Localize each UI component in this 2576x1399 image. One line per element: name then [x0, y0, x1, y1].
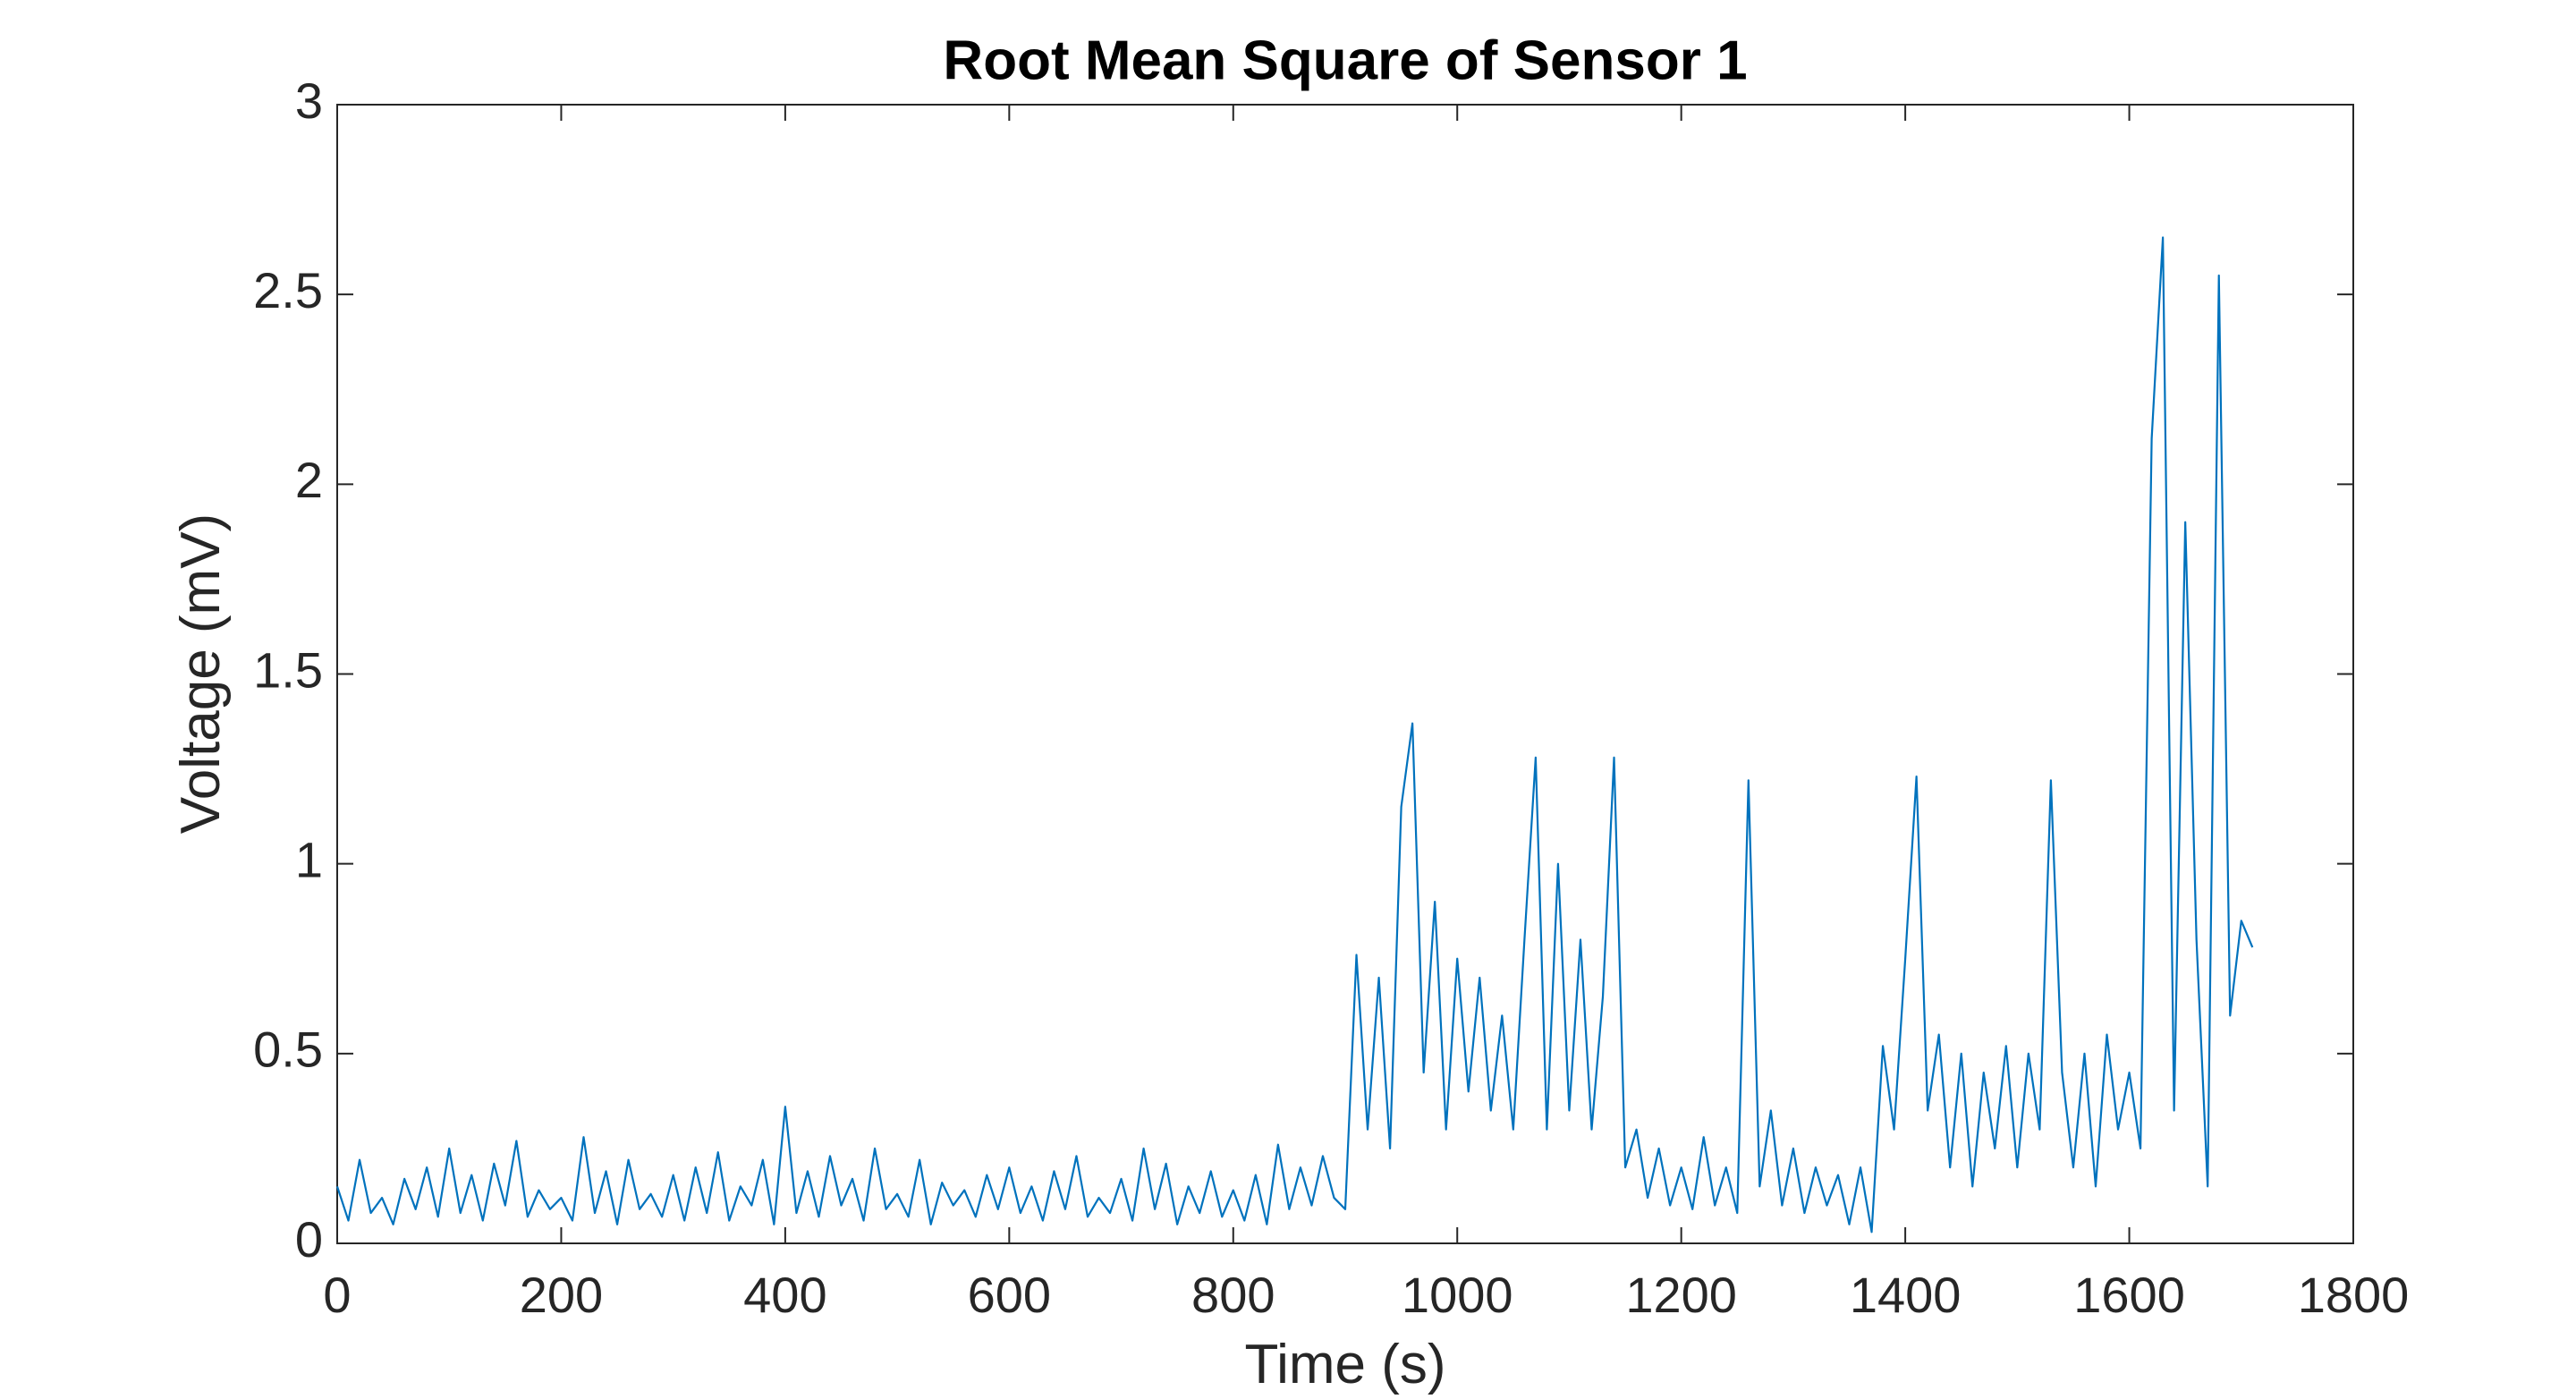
- y-tick-label: 0.5: [253, 1022, 323, 1078]
- x-tick-label: 1000: [1402, 1267, 1513, 1323]
- data-line: [335, 236, 2254, 1234]
- y-tick-label: 0: [295, 1211, 323, 1268]
- y-tick-label: 3: [295, 72, 323, 129]
- y-axis-label: Voltage (mV): [170, 513, 232, 834]
- y-tick-label: 2: [295, 452, 323, 508]
- x-tick-label: 600: [968, 1267, 1051, 1323]
- x-tick-label: 400: [743, 1267, 826, 1323]
- x-tick-label: 1800: [2298, 1267, 2410, 1323]
- x-tick-label: 0: [323, 1267, 351, 1323]
- x-tick-label: 200: [520, 1267, 603, 1323]
- y-tick-label: 2.5: [253, 262, 323, 318]
- y-tick-label: 1.5: [253, 641, 323, 698]
- x-tick-label: 800: [1191, 1267, 1275, 1323]
- chart-title: Root Mean Square of Sensor 1: [943, 30, 1747, 91]
- x-tick-label: 1200: [1625, 1267, 1737, 1323]
- y-tick-label: 1: [295, 831, 323, 887]
- x-tick-label: 1600: [2073, 1267, 2185, 1323]
- x-tick-label: 1400: [1850, 1267, 1962, 1323]
- x-axis-label: Time (s): [1245, 1334, 1446, 1395]
